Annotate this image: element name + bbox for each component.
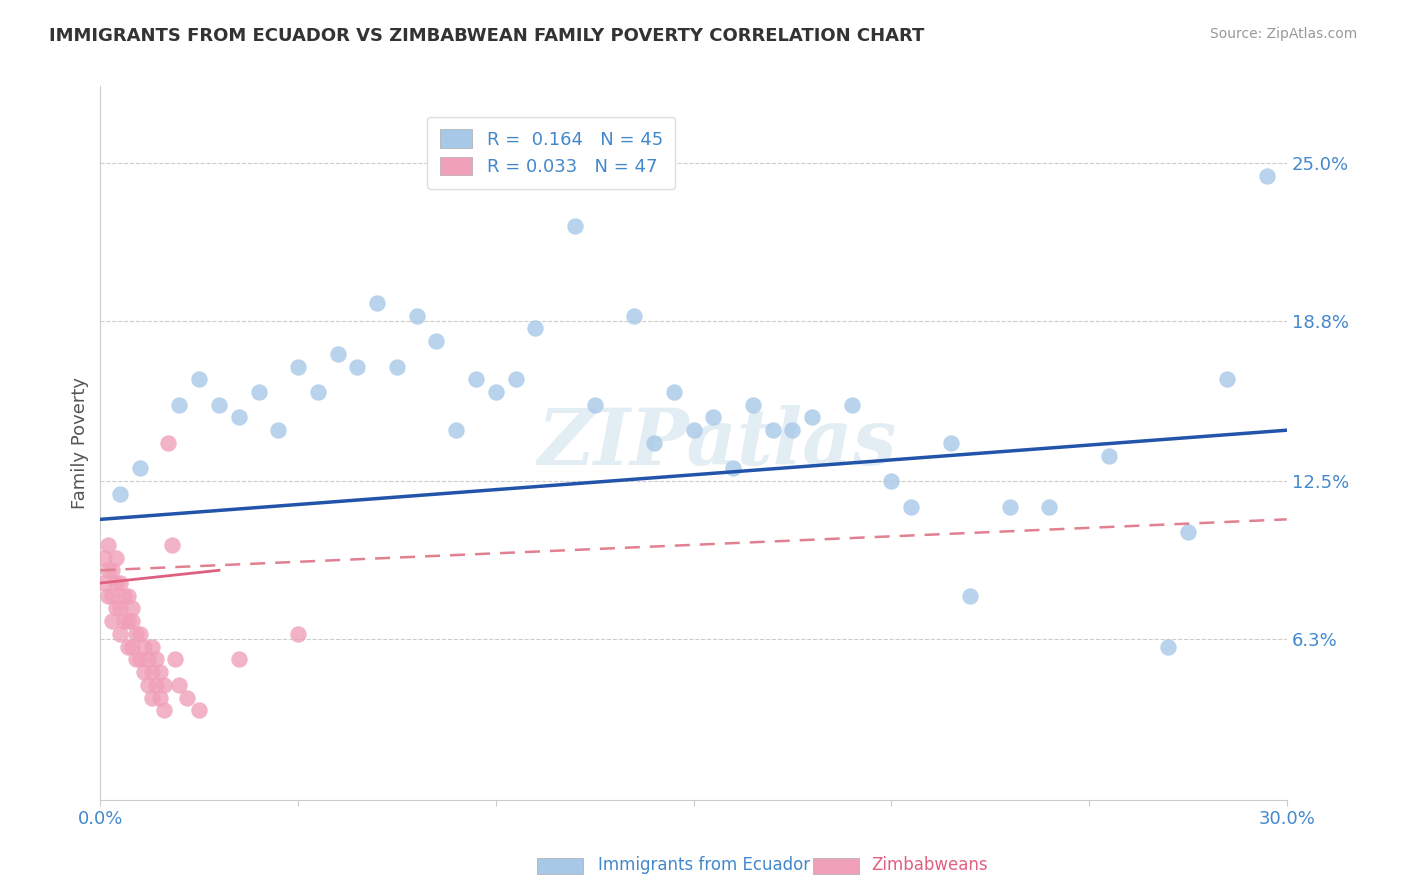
Point bbox=[287, 627, 309, 641]
Point bbox=[682, 423, 704, 437]
Point bbox=[465, 372, 488, 386]
Point bbox=[160, 538, 183, 552]
Point bbox=[176, 690, 198, 705]
Point bbox=[702, 410, 724, 425]
Point bbox=[149, 665, 172, 680]
Point bbox=[485, 384, 508, 399]
Point bbox=[101, 614, 124, 628]
Point bbox=[125, 627, 148, 641]
Point bbox=[959, 589, 981, 603]
Point bbox=[287, 359, 309, 374]
Point bbox=[141, 665, 163, 680]
Point bbox=[247, 384, 270, 399]
Point bbox=[128, 627, 150, 641]
Point bbox=[112, 589, 135, 603]
Point bbox=[169, 678, 191, 692]
Point bbox=[623, 309, 645, 323]
Point bbox=[762, 423, 785, 437]
Point bbox=[125, 652, 148, 666]
Text: Immigrants from Ecuador: Immigrants from Ecuador bbox=[598, 856, 810, 874]
Point bbox=[141, 640, 163, 654]
Point bbox=[105, 550, 128, 565]
Point bbox=[1256, 169, 1278, 183]
Point bbox=[583, 398, 606, 412]
Point bbox=[121, 614, 143, 628]
Point bbox=[101, 589, 124, 603]
Point bbox=[169, 398, 191, 412]
Point bbox=[136, 678, 159, 692]
Point bbox=[108, 576, 131, 591]
Point bbox=[228, 652, 250, 666]
Point bbox=[121, 640, 143, 654]
Point bbox=[801, 410, 824, 425]
Point bbox=[307, 384, 329, 399]
Point bbox=[132, 665, 155, 680]
Point bbox=[136, 652, 159, 666]
Point bbox=[132, 640, 155, 654]
Point bbox=[108, 627, 131, 641]
Point bbox=[141, 690, 163, 705]
Point bbox=[117, 589, 139, 603]
Point bbox=[188, 703, 211, 717]
Point bbox=[385, 359, 408, 374]
Point bbox=[108, 601, 131, 615]
Point bbox=[152, 678, 174, 692]
Point bbox=[117, 640, 139, 654]
Point bbox=[346, 359, 368, 374]
Point bbox=[208, 398, 231, 412]
Point bbox=[145, 678, 167, 692]
Point bbox=[97, 563, 120, 577]
Point bbox=[108, 487, 131, 501]
Point bbox=[564, 219, 586, 234]
Point bbox=[93, 550, 115, 565]
Point bbox=[880, 474, 903, 488]
Point bbox=[128, 461, 150, 475]
Point bbox=[405, 309, 427, 323]
Point bbox=[105, 576, 128, 591]
Legend: R =  0.164   N = 45, R = 0.033   N = 47: R = 0.164 N = 45, R = 0.033 N = 47 bbox=[427, 117, 675, 189]
Y-axis label: Family Poverty: Family Poverty bbox=[72, 377, 89, 509]
Point bbox=[112, 614, 135, 628]
Point bbox=[425, 334, 447, 348]
Point bbox=[152, 703, 174, 717]
Point bbox=[1216, 372, 1239, 386]
Point bbox=[128, 652, 150, 666]
Point bbox=[156, 436, 179, 450]
Point bbox=[145, 652, 167, 666]
Point bbox=[105, 601, 128, 615]
Point bbox=[1038, 500, 1060, 514]
Point bbox=[366, 296, 388, 310]
Point bbox=[721, 461, 744, 475]
Point bbox=[505, 372, 527, 386]
Point bbox=[939, 436, 962, 450]
Text: IMMIGRANTS FROM ECUADOR VS ZIMBABWEAN FAMILY POVERTY CORRELATION CHART: IMMIGRANTS FROM ECUADOR VS ZIMBABWEAN FA… bbox=[49, 27, 925, 45]
Point bbox=[93, 576, 115, 591]
Point bbox=[267, 423, 290, 437]
Text: ZIPatlas: ZIPatlas bbox=[537, 405, 897, 481]
Point bbox=[101, 563, 124, 577]
Point bbox=[446, 423, 468, 437]
Point bbox=[97, 589, 120, 603]
Point bbox=[643, 436, 665, 450]
Text: Source: ZipAtlas.com: Source: ZipAtlas.com bbox=[1209, 27, 1357, 41]
Point bbox=[121, 601, 143, 615]
Point bbox=[662, 384, 685, 399]
Point bbox=[1157, 640, 1180, 654]
Point bbox=[228, 410, 250, 425]
Point bbox=[841, 398, 863, 412]
Point bbox=[1098, 449, 1121, 463]
Point bbox=[165, 652, 187, 666]
Point bbox=[1177, 525, 1199, 540]
Point bbox=[524, 321, 547, 335]
Point bbox=[326, 347, 349, 361]
Point bbox=[117, 614, 139, 628]
Text: Zimbabweans: Zimbabweans bbox=[872, 856, 988, 874]
Point bbox=[900, 500, 922, 514]
Point bbox=[998, 500, 1021, 514]
Point bbox=[149, 690, 172, 705]
Point bbox=[97, 538, 120, 552]
Point bbox=[741, 398, 763, 412]
Point bbox=[188, 372, 211, 386]
Point bbox=[782, 423, 804, 437]
